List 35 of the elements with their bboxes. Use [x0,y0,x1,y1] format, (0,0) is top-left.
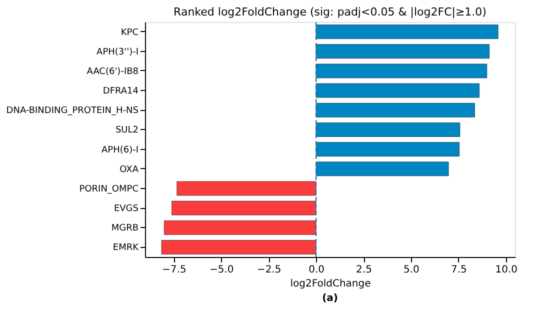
bar [316,102,475,118]
y-tick-label: KPC [120,28,138,38]
y-tick-label: MGRB [111,224,138,234]
x-tick-label: 5.0 [404,264,420,276]
bar [316,83,480,98]
x-tick-label: 2.5 [356,264,372,276]
bar [316,24,498,39]
y-tick-label: APH(3'')-I [96,47,138,58]
y-tick-label: AAC(6')-IB8 [86,66,139,77]
x-tick-label: −2.5 [256,264,282,276]
bar [316,44,490,59]
x-tick-label: 0.0 [308,264,324,276]
x-tick-label: 10.0 [495,264,518,276]
x-tick-label: −5.0 [209,264,234,276]
y-tick-label: APH(6)-I [101,145,138,156]
bar [172,200,316,216]
text: (a) [322,293,338,304]
bar [316,142,460,156]
bar [161,240,316,254]
bar [316,122,460,137]
y-tick-label: SUL2 [115,126,138,136]
y-tick-label: OXA [120,164,140,175]
bar [316,162,449,176]
bar [164,220,316,235]
bar [176,181,316,196]
y-tick-label: DFRA14 [102,86,139,97]
x-tick-label: −7.5 [162,264,186,276]
x-tick-label: 7.5 [450,264,467,276]
y-tick-label: PORIN_OMPC [79,184,138,194]
y-tick-label: EMRK [112,243,140,254]
y-tick-label: DNA-BINDING_PROTEIN_H-NS [6,106,139,116]
bar [316,64,488,78]
y-tick-label: EVGS [114,204,139,214]
chart-title: Ranked log2FoldChange (sig: padj<0.05 & |log2FC|≥1.0) [174,5,486,18]
x-axis-title: log2FoldChange [290,278,371,290]
